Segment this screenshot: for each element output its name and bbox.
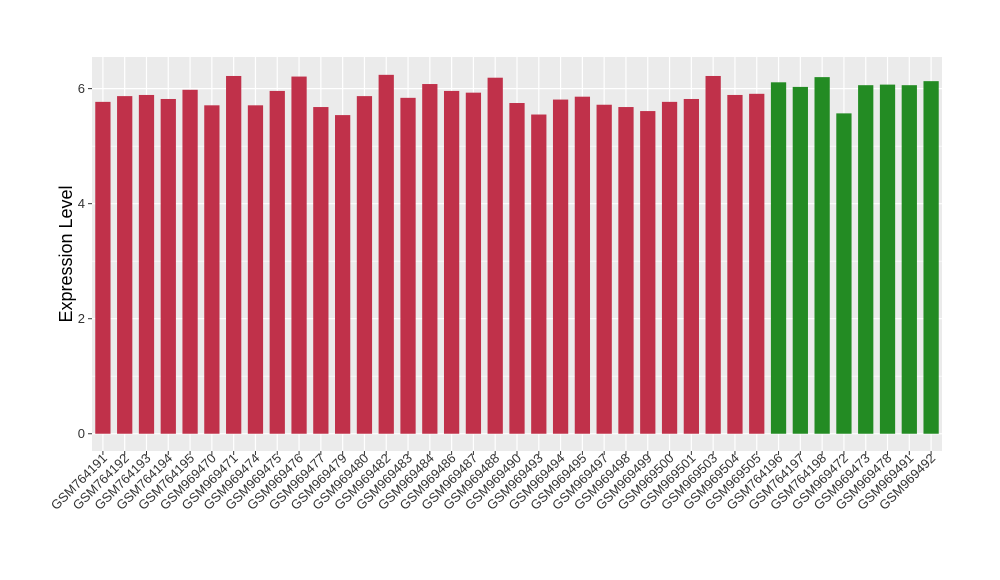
bar-GSM969482 xyxy=(378,74,394,434)
bar-GSM969480 xyxy=(356,96,373,434)
bar-GSM969484 xyxy=(422,84,438,434)
bar-GSM969499 xyxy=(640,111,656,434)
bar-GSM969505 xyxy=(749,93,765,434)
bar-GSM969501 xyxy=(683,98,699,434)
bar-GSM969493 xyxy=(531,114,547,434)
y-tick-label: 6 xyxy=(78,81,85,96)
bar-GSM969479 xyxy=(335,115,351,434)
bar-GSM969491 xyxy=(901,85,917,434)
bar-GSM969486 xyxy=(443,90,460,434)
bar-GSM764193 xyxy=(138,94,155,434)
bar-GSM969475 xyxy=(269,90,285,434)
bar-GSM764197 xyxy=(792,86,808,434)
bar-GSM969494 xyxy=(552,99,569,434)
bar-GSM764194 xyxy=(160,98,176,434)
bar-GSM969492 xyxy=(923,81,939,434)
y-axis-title: Expression Level xyxy=(56,185,76,322)
bar-GSM969488 xyxy=(487,77,503,434)
bar-GSM969497 xyxy=(596,104,612,434)
bar-GSM764195 xyxy=(182,89,198,434)
bar-GSM969498 xyxy=(618,107,634,434)
x-axis: GSM764191GSM764192GSM764193GSM764194GSM7… xyxy=(48,451,938,513)
y-tick-label: 0 xyxy=(78,426,85,441)
bar-GSM969472 xyxy=(836,113,852,434)
bar-GSM969473 xyxy=(858,85,874,434)
bar-GSM969503 xyxy=(705,75,721,434)
bar-GSM969471 xyxy=(226,75,242,434)
bar-GSM764191 xyxy=(95,101,111,434)
bar-GSM764198 xyxy=(814,77,830,434)
bar-GSM969477 xyxy=(313,107,329,434)
bar-GSM969474 xyxy=(247,105,264,434)
bar-GSM764196 xyxy=(770,82,787,434)
bars xyxy=(95,74,939,434)
bar-GSM969495 xyxy=(574,96,591,434)
bar-GSM969478 xyxy=(879,84,896,434)
bar-GSM969470 xyxy=(204,105,220,434)
bar-GSM969476 xyxy=(291,76,307,434)
y-tick-label: 2 xyxy=(78,311,85,326)
bar-GSM969490 xyxy=(509,103,525,434)
bar-GSM969504 xyxy=(727,94,743,434)
bar-GSM969483 xyxy=(400,97,416,434)
bar-GSM969500 xyxy=(661,101,678,434)
y-axis: 0 2 4 6 xyxy=(78,81,92,441)
bar-GSM969487 xyxy=(465,92,482,434)
y-tick-label: 4 xyxy=(78,196,85,211)
bar-GSM764192 xyxy=(117,96,133,434)
